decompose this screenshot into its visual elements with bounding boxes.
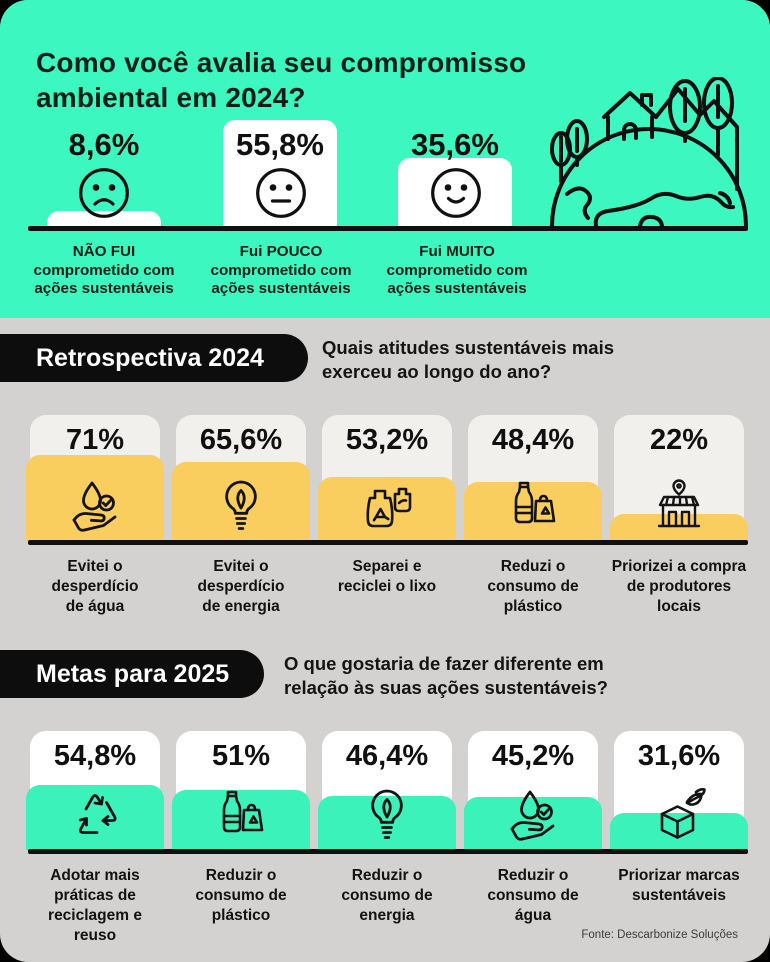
card-label: Reduzir o consumo de energia bbox=[341, 867, 433, 924]
meta-card-marcas: 31,6% bbox=[610, 731, 748, 850]
hand-water-drop-icon bbox=[505, 787, 561, 843]
percent-label: 54,8% bbox=[53, 740, 137, 772]
hand-water-drop-icon bbox=[67, 478, 123, 534]
retro-baseline bbox=[28, 540, 748, 545]
percent-label: 55,8% bbox=[236, 127, 324, 162]
sad-face-icon bbox=[77, 166, 131, 220]
percent-label: 48,4% bbox=[491, 424, 575, 456]
percent-label: 51% bbox=[211, 740, 271, 772]
retro-card-agua: 71% bbox=[26, 415, 164, 541]
meta-card-reciclagem: 54,8% bbox=[26, 731, 164, 850]
percent-label: 8,6% bbox=[68, 127, 140, 162]
recycle-arrows-icon bbox=[67, 787, 123, 843]
bottle-bag-recycle-icon bbox=[213, 787, 269, 843]
bottle-bag-recycle-icon bbox=[505, 478, 561, 534]
card-label: Priorizei a compra de produtores locais bbox=[611, 558, 747, 615]
bar-fui-pouco bbox=[223, 120, 337, 227]
card-label: Reduzi o consumo de plástico bbox=[487, 558, 579, 615]
card-label: Evitei o desperdício de energia bbox=[197, 558, 285, 615]
card-label: Priorizar marcas sustentáveis bbox=[618, 867, 740, 904]
percent-label: 53,2% bbox=[345, 424, 429, 456]
bar-nao-fui bbox=[47, 210, 161, 227]
value-box bbox=[318, 477, 456, 541]
card-label: Reduzir o consumo de plástico bbox=[195, 867, 287, 924]
card-label: Separei e reciclei o lixo bbox=[337, 558, 437, 595]
metas-baseline bbox=[28, 849, 748, 854]
retro-card-lixo: 53,2% bbox=[318, 415, 456, 541]
bulb-leaf-icon bbox=[213, 478, 269, 534]
bar-label: Fui MUITO comprometido com ações sustent… bbox=[386, 243, 528, 297]
percent-label: 65,6% bbox=[199, 424, 283, 456]
percent-label: 45,2% bbox=[491, 740, 575, 772]
local-store-icon bbox=[651, 478, 707, 534]
bar-label: NÃO FUI comprometido com ações sustentáv… bbox=[33, 243, 175, 297]
self-assessment-section: Como você avalia seu compromisso ambient… bbox=[0, 0, 770, 318]
earth-house-trees-illustration bbox=[544, 77, 750, 227]
percent-label: 35,6% bbox=[411, 127, 499, 162]
happy-face-icon bbox=[429, 166, 483, 220]
bulb-leaf-icon bbox=[359, 787, 415, 843]
neutral-face-icon bbox=[254, 166, 308, 220]
card-label: Reduzir o consumo de água bbox=[487, 867, 579, 924]
card-label: Adotar mais práticas de reciclagem e reu… bbox=[48, 867, 142, 944]
meta-card-agua: 45,2% bbox=[464, 731, 602, 850]
percent-label: 31,6% bbox=[637, 740, 721, 772]
card-label: Evitei o desperdício de água bbox=[51, 558, 139, 615]
retro-card-plastico: 48,4% bbox=[464, 415, 602, 541]
value-box bbox=[610, 813, 748, 850]
retro-card-energia: 65,6% bbox=[172, 415, 310, 541]
percent-label: 46,4% bbox=[345, 740, 429, 772]
retrospectiva-banner: Retrospectiva 2024 bbox=[0, 334, 308, 382]
meta-card-energia: 46,4% bbox=[318, 731, 456, 850]
bar-label: Fui POUCO comprometido com ações sustent… bbox=[210, 243, 352, 297]
percent-label: 22% bbox=[649, 424, 709, 456]
percent-label: 71% bbox=[65, 424, 125, 456]
box-leaves-icon bbox=[651, 787, 707, 843]
metas-question: O que gostaria de fazer diferente em rel… bbox=[284, 653, 608, 698]
source-credit: Fonte: Descarbonize Soluções bbox=[581, 929, 738, 941]
value-box bbox=[610, 514, 748, 541]
page-title: Como você avalia seu compromisso ambient… bbox=[36, 46, 527, 113]
retro-card-produtores-locais: 22% bbox=[610, 415, 748, 541]
metas-banner: Metas para 2025 bbox=[0, 650, 264, 698]
retrospectiva-question: Quais atitudes sustentáveis mais exerceu… bbox=[322, 337, 615, 382]
meta-card-plastico: 51% bbox=[172, 731, 310, 850]
trash-bags-recycle-icon bbox=[359, 478, 415, 534]
top-chart-baseline bbox=[28, 226, 748, 231]
